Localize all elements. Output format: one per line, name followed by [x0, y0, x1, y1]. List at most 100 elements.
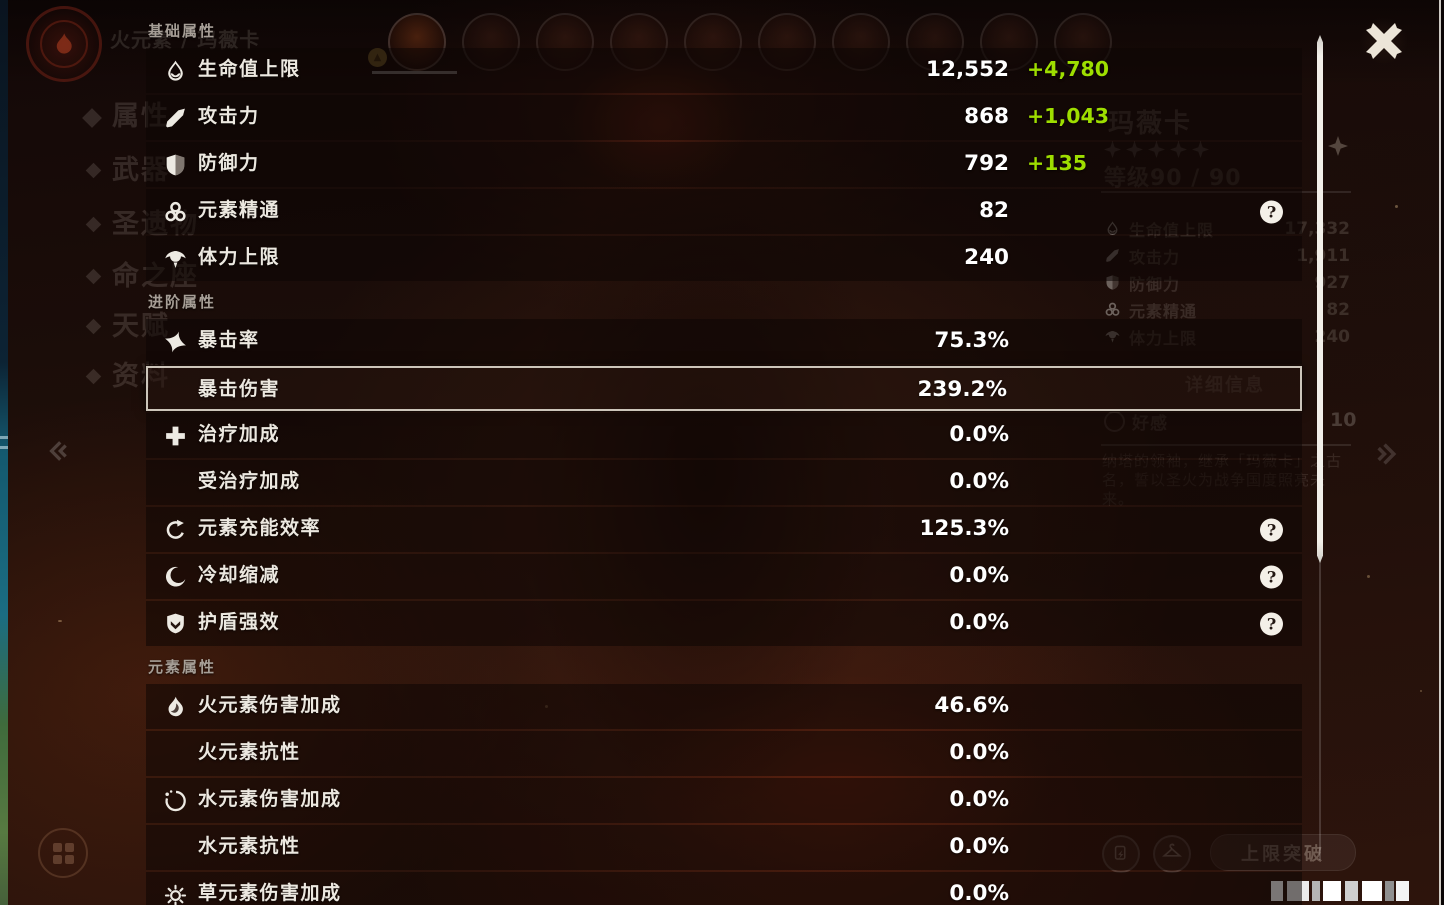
em-icon	[163, 199, 188, 224]
stat-label: 暴击率	[198, 329, 260, 351]
stat-label: 暴击伤害	[198, 378, 281, 400]
stat-value: 0.0%	[949, 740, 1009, 765]
stat-row[interactable]: 水元素伤害加成 0.0%	[146, 778, 1302, 823]
close-button[interactable]	[1360, 17, 1408, 65]
ember-dot	[58, 620, 62, 622]
uid-mosaic-block	[1362, 881, 1382, 901]
stat-value: 0.0%	[949, 422, 1009, 447]
stat-row[interactable]: 治疗加成 0.0%	[146, 413, 1302, 458]
crit-rate-icon	[163, 329, 188, 354]
help-icon[interactable]: ?	[1260, 612, 1283, 635]
next-character-chevron-icon[interactable]	[1374, 440, 1402, 468]
shield-icon	[163, 611, 188, 636]
stat-value: 792	[964, 151, 1009, 176]
stat-label: 水元素伤害加成	[198, 788, 342, 810]
stat-row[interactable]: 火元素伤害加成 46.6%	[146, 684, 1302, 729]
stat-label: 元素充能效率	[198, 517, 322, 539]
window-edge-dark	[1441, 0, 1444, 905]
window-edge-line	[1439, 0, 1441, 905]
stat-row[interactable]: 攻击力 868 +1,043	[146, 95, 1302, 140]
grid-icon	[52, 842, 74, 864]
stat-row[interactable]: 暴击伤害 239.2%	[146, 366, 1302, 411]
stat-value: 0.0%	[949, 881, 1009, 905]
uid-mosaic-block	[1323, 881, 1341, 901]
section-title: 元素属性	[148, 657, 217, 676]
stat-row[interactable]: 护盾强效 0.0%?	[146, 601, 1302, 646]
stat-value: 0.0%	[949, 834, 1009, 859]
stat-row[interactable]: 草元素伤害加成 0.0%	[146, 872, 1302, 905]
stat-row[interactable]: 生命值上限 12,552 +4,780	[146, 48, 1302, 93]
help-icon[interactable]: ?	[1260, 518, 1283, 541]
stat-value: 46.6%	[934, 693, 1009, 718]
pyro-icon	[163, 694, 188, 719]
friendship-value: 10	[1330, 409, 1357, 431]
stat-row[interactable]: 元素充能效率 125.3%?	[146, 507, 1302, 552]
section-title: 基础属性	[148, 22, 217, 40]
stat-bonus: +4,780	[1027, 57, 1110, 81]
stat-label: 火元素抗性	[198, 741, 301, 763]
stat-label: 火元素伤害加成	[198, 694, 342, 716]
close-icon	[1366, 23, 1402, 59]
stat-value: 82	[979, 198, 1009, 223]
section-title: 进阶属性	[148, 292, 217, 311]
uid-mosaic-block	[1312, 881, 1320, 901]
stat-row[interactable]: 冷却缩减 0.0%?	[146, 554, 1302, 599]
uid-mosaic-block	[1345, 881, 1358, 901]
stat-label: 水元素抗性	[198, 835, 301, 857]
stat-label: 护盾强效	[198, 611, 281, 633]
stat-row[interactable]: 体力上限 240	[146, 236, 1302, 281]
stat-value: 12,552	[926, 57, 1009, 82]
help-icon[interactable]: ?	[1260, 200, 1283, 223]
stat-row[interactable]: 受治疗加成 0.0%	[146, 460, 1302, 505]
stat-label: 冷却缩减	[198, 564, 281, 586]
stat-row[interactable]: 水元素抗性 0.0%	[146, 825, 1302, 870]
stat-label: 元素精通	[1129, 301, 1198, 321]
help-icon[interactable]: ?	[1260, 565, 1283, 588]
healing-icon	[163, 423, 188, 448]
stat-label: 攻击力	[198, 105, 260, 127]
stat-value: 125.3%	[919, 516, 1009, 541]
stat-label: 受治疗加成	[198, 470, 301, 492]
stat-value: 240	[964, 245, 1009, 270]
stat-value: 82	[1326, 299, 1350, 320]
stat-label: 草元素伤害加成	[198, 882, 342, 904]
energy-icon	[163, 517, 188, 542]
stat-row[interactable]: 暴击率 75.3%	[146, 319, 1302, 364]
em-icon	[1104, 301, 1121, 318]
ember-dot	[1420, 690, 1422, 692]
stat-value: 0.0%	[949, 563, 1009, 588]
stat-value: 240	[1314, 326, 1351, 347]
background-stat-row: 元素精通 82	[1104, 296, 1350, 323]
stamina-icon	[163, 246, 188, 271]
stat-label: 防御力	[198, 152, 260, 174]
dendro-icon	[163, 882, 188, 905]
stat-bonus: +1,043	[1027, 104, 1110, 128]
stat-label: 元素精通	[198, 199, 281, 221]
stat-value: 75.3%	[934, 328, 1009, 353]
ember-dot	[1395, 205, 1398, 208]
stat-bonus: +135	[1027, 151, 1087, 175]
stat-row[interactable]: 火元素抗性 0.0%	[146, 731, 1302, 776]
hydro-icon	[163, 788, 188, 813]
stat-label: 生命值上限	[198, 58, 301, 80]
attributes-panel: 基础属性生命值上限 12,552 +4,780 攻击力 868 +1,043 防御力 792 +…	[146, 0, 1302, 905]
stat-row[interactable]: 元素精通 82?	[146, 189, 1302, 234]
stat-value: 868	[964, 104, 1009, 129]
cd-icon	[163, 564, 188, 589]
background-stat-row: 防御力 927	[1104, 269, 1350, 296]
stat-value: 927	[1314, 272, 1351, 293]
scrollbar-thumb[interactable]	[1317, 35, 1323, 563]
stat-row[interactable]: 防御力 792 +135	[146, 142, 1302, 187]
atk-icon	[163, 105, 188, 130]
def-icon	[163, 152, 188, 177]
ember-dot	[1367, 575, 1370, 578]
hp-icon	[163, 58, 188, 83]
menu-grid-button[interactable]	[38, 828, 88, 878]
stat-value: 1,911	[1296, 245, 1350, 266]
stat-label: 治疗加成	[198, 423, 281, 445]
stat-value: 239.2%	[917, 377, 1007, 402]
back-chevron-icon[interactable]	[44, 438, 70, 464]
uid-mosaic-block	[1396, 881, 1409, 901]
desktop-edge-strip	[0, 0, 8, 905]
